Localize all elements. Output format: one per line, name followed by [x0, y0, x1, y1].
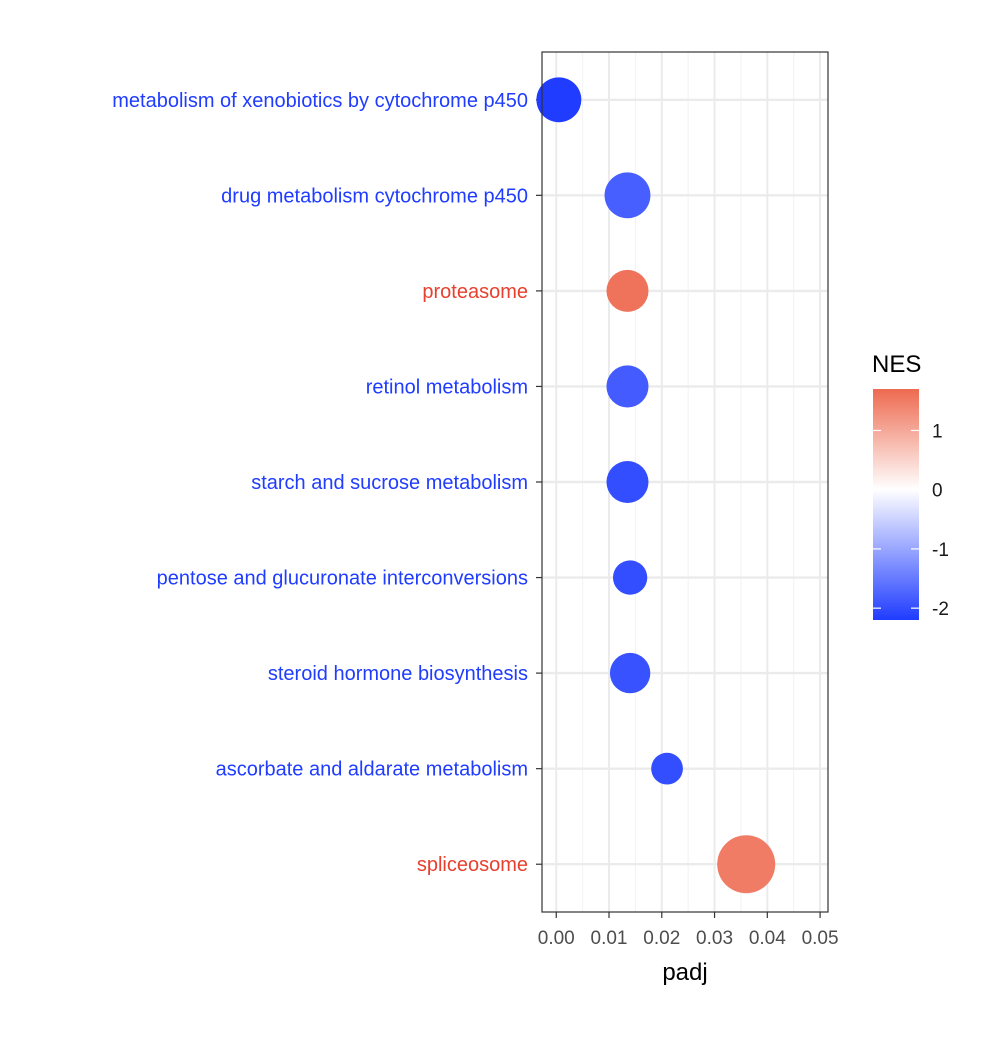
- y-tick-label: metabolism of xenobiotics by cytochrome …: [112, 90, 528, 112]
- x-axis-title: padj: [662, 959, 707, 986]
- x-tick-label: 0.04: [749, 928, 786, 949]
- data-point: [604, 172, 651, 219]
- legend-tick-label: 1: [932, 421, 943, 442]
- data-point: [717, 835, 776, 894]
- legend-tick-label: -2: [932, 599, 949, 620]
- x-tick-label: 0.00: [538, 928, 575, 949]
- data-point: [606, 460, 649, 504]
- y-tick-label: starch and sucrose metabolism: [251, 472, 528, 494]
- legend-tick-label: 0: [932, 481, 943, 502]
- y-tick-label: steroid hormone biosynthesis: [268, 663, 528, 685]
- y-tick-label: spliceosome: [417, 854, 528, 876]
- legend-tick-label: -1: [932, 540, 949, 561]
- y-tick-label: drug metabolism cytochrome p450: [221, 185, 528, 207]
- legend: NES 1 0 -1 -2: [872, 351, 949, 620]
- points: [536, 77, 776, 894]
- legend-ticks: 1 0 -1 -2: [873, 421, 949, 620]
- x-tick-label: 0.01: [591, 928, 628, 949]
- x-axis: 0.00 0.01 0.02 0.03 0.04 0.05: [538, 912, 839, 949]
- y-tick-label: retinol metabolism: [366, 376, 528, 398]
- legend-title: NES: [872, 351, 921, 378]
- plot-panel-border: [541, 51, 829, 913]
- x-tick-label: 0.05: [802, 928, 839, 949]
- y-axis: metabolism of xenobiotics by cytochrome …: [112, 90, 542, 876]
- y-tick-label: ascorbate and aldarate metabolism: [216, 759, 528, 781]
- grid: [542, 52, 828, 912]
- data-point: [609, 652, 651, 694]
- data-point: [651, 752, 683, 785]
- data-point: [606, 365, 649, 408]
- x-tick-label: 0.02: [643, 928, 680, 949]
- data-point: [536, 77, 582, 123]
- legend-colorbar: [873, 389, 919, 620]
- x-tick-label: 0.03: [696, 928, 733, 949]
- data-point: [612, 560, 648, 595]
- y-tick-label: proteasome: [422, 281, 528, 303]
- y-tick-label: pentose and glucuronate interconversions: [157, 568, 528, 590]
- data-point: [606, 269, 649, 312]
